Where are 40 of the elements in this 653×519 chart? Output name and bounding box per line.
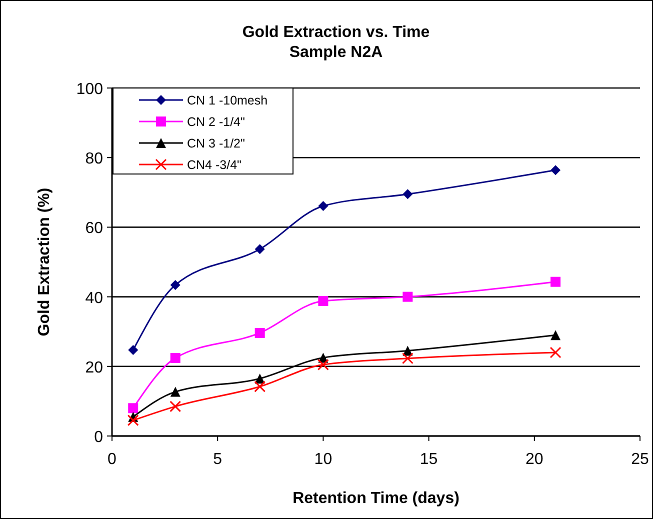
point (254, 328, 265, 338)
point (127, 414, 139, 426)
x-tick-label: 0 (108, 451, 117, 468)
y-tick-label: 100 (76, 81, 104, 98)
point (170, 386, 180, 397)
x-tick-label: 20 (526, 451, 544, 468)
point (170, 280, 180, 290)
point (254, 244, 265, 254)
x-tick-label: 10 (314, 451, 332, 468)
y-tick-label: 20 (85, 359, 104, 376)
point (170, 400, 182, 412)
chart-subtitle: Sample N2A (289, 44, 384, 61)
point (254, 380, 266, 392)
point (402, 292, 413, 302)
point (550, 165, 561, 176)
point (550, 276, 561, 287)
point (170, 353, 180, 364)
y-tick-label: 40 (85, 290, 104, 307)
y-tick-label: 60 (85, 220, 104, 238)
point (402, 189, 413, 200)
x-axis-title: Retention Time (days) (292, 490, 460, 507)
point (317, 358, 329, 370)
point (318, 296, 328, 306)
y-tick-label: 80 (85, 150, 104, 168)
point (402, 352, 414, 364)
x-tick-label: 5 (213, 451, 222, 468)
y-axis-title: Gold Extraction (%) (36, 188, 53, 336)
x-tick-label: 25 (631, 451, 649, 468)
point (550, 330, 561, 340)
point (128, 345, 138, 356)
legend-label: CN 1 -10mesh (187, 94, 268, 108)
legend-label: CN 2 -1/4" (187, 115, 245, 129)
chart-title: Gold Extraction vs. Time (242, 24, 430, 41)
point (550, 346, 562, 358)
legend-label: CN 3 -1/2" (187, 136, 245, 150)
x-tick-label: 15 (420, 451, 438, 468)
point (318, 200, 328, 211)
y-tick-label: 0 (94, 429, 104, 446)
legend-label: CN4 -3/4" (187, 158, 242, 172)
point (128, 403, 138, 414)
